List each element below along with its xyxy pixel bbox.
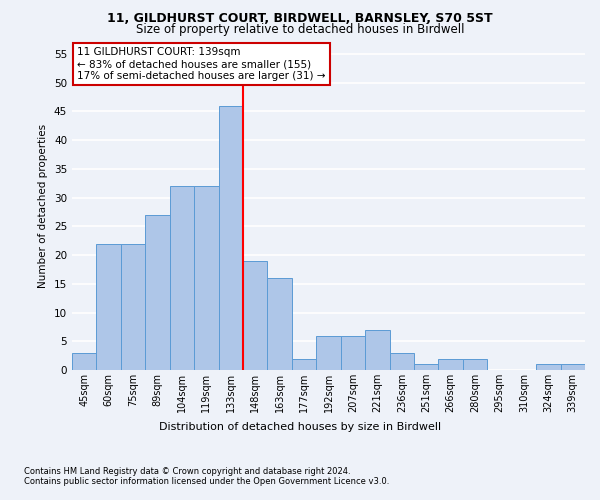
Bar [194, 186, 218, 370]
Bar [341, 336, 365, 370]
Bar [97, 244, 121, 370]
Bar [389, 353, 414, 370]
Bar [145, 215, 170, 370]
Bar [292, 358, 316, 370]
Text: 11, GILDHURST COURT, BIRDWELL, BARNSLEY, S70 5ST: 11, GILDHURST COURT, BIRDWELL, BARNSLEY,… [107, 12, 493, 26]
Bar [536, 364, 560, 370]
Text: Contains public sector information licensed under the Open Government Licence v3: Contains public sector information licen… [24, 478, 389, 486]
Text: Contains HM Land Registry data © Crown copyright and database right 2024.: Contains HM Land Registry data © Crown c… [24, 468, 350, 476]
Bar [72, 353, 97, 370]
Bar [218, 106, 243, 370]
Bar [170, 186, 194, 370]
Bar [365, 330, 389, 370]
Bar [121, 244, 145, 370]
Bar [414, 364, 439, 370]
Text: Size of property relative to detached houses in Birdwell: Size of property relative to detached ho… [136, 22, 464, 36]
Y-axis label: Number of detached properties: Number of detached properties [38, 124, 49, 288]
Text: Distribution of detached houses by size in Birdwell: Distribution of detached houses by size … [159, 422, 441, 432]
Bar [463, 358, 487, 370]
Bar [243, 261, 268, 370]
Text: 11 GILDHURST COURT: 139sqm
← 83% of detached houses are smaller (155)
17% of sem: 11 GILDHURST COURT: 139sqm ← 83% of deta… [77, 48, 326, 80]
Bar [316, 336, 341, 370]
Bar [560, 364, 585, 370]
Bar [439, 358, 463, 370]
Bar [268, 278, 292, 370]
